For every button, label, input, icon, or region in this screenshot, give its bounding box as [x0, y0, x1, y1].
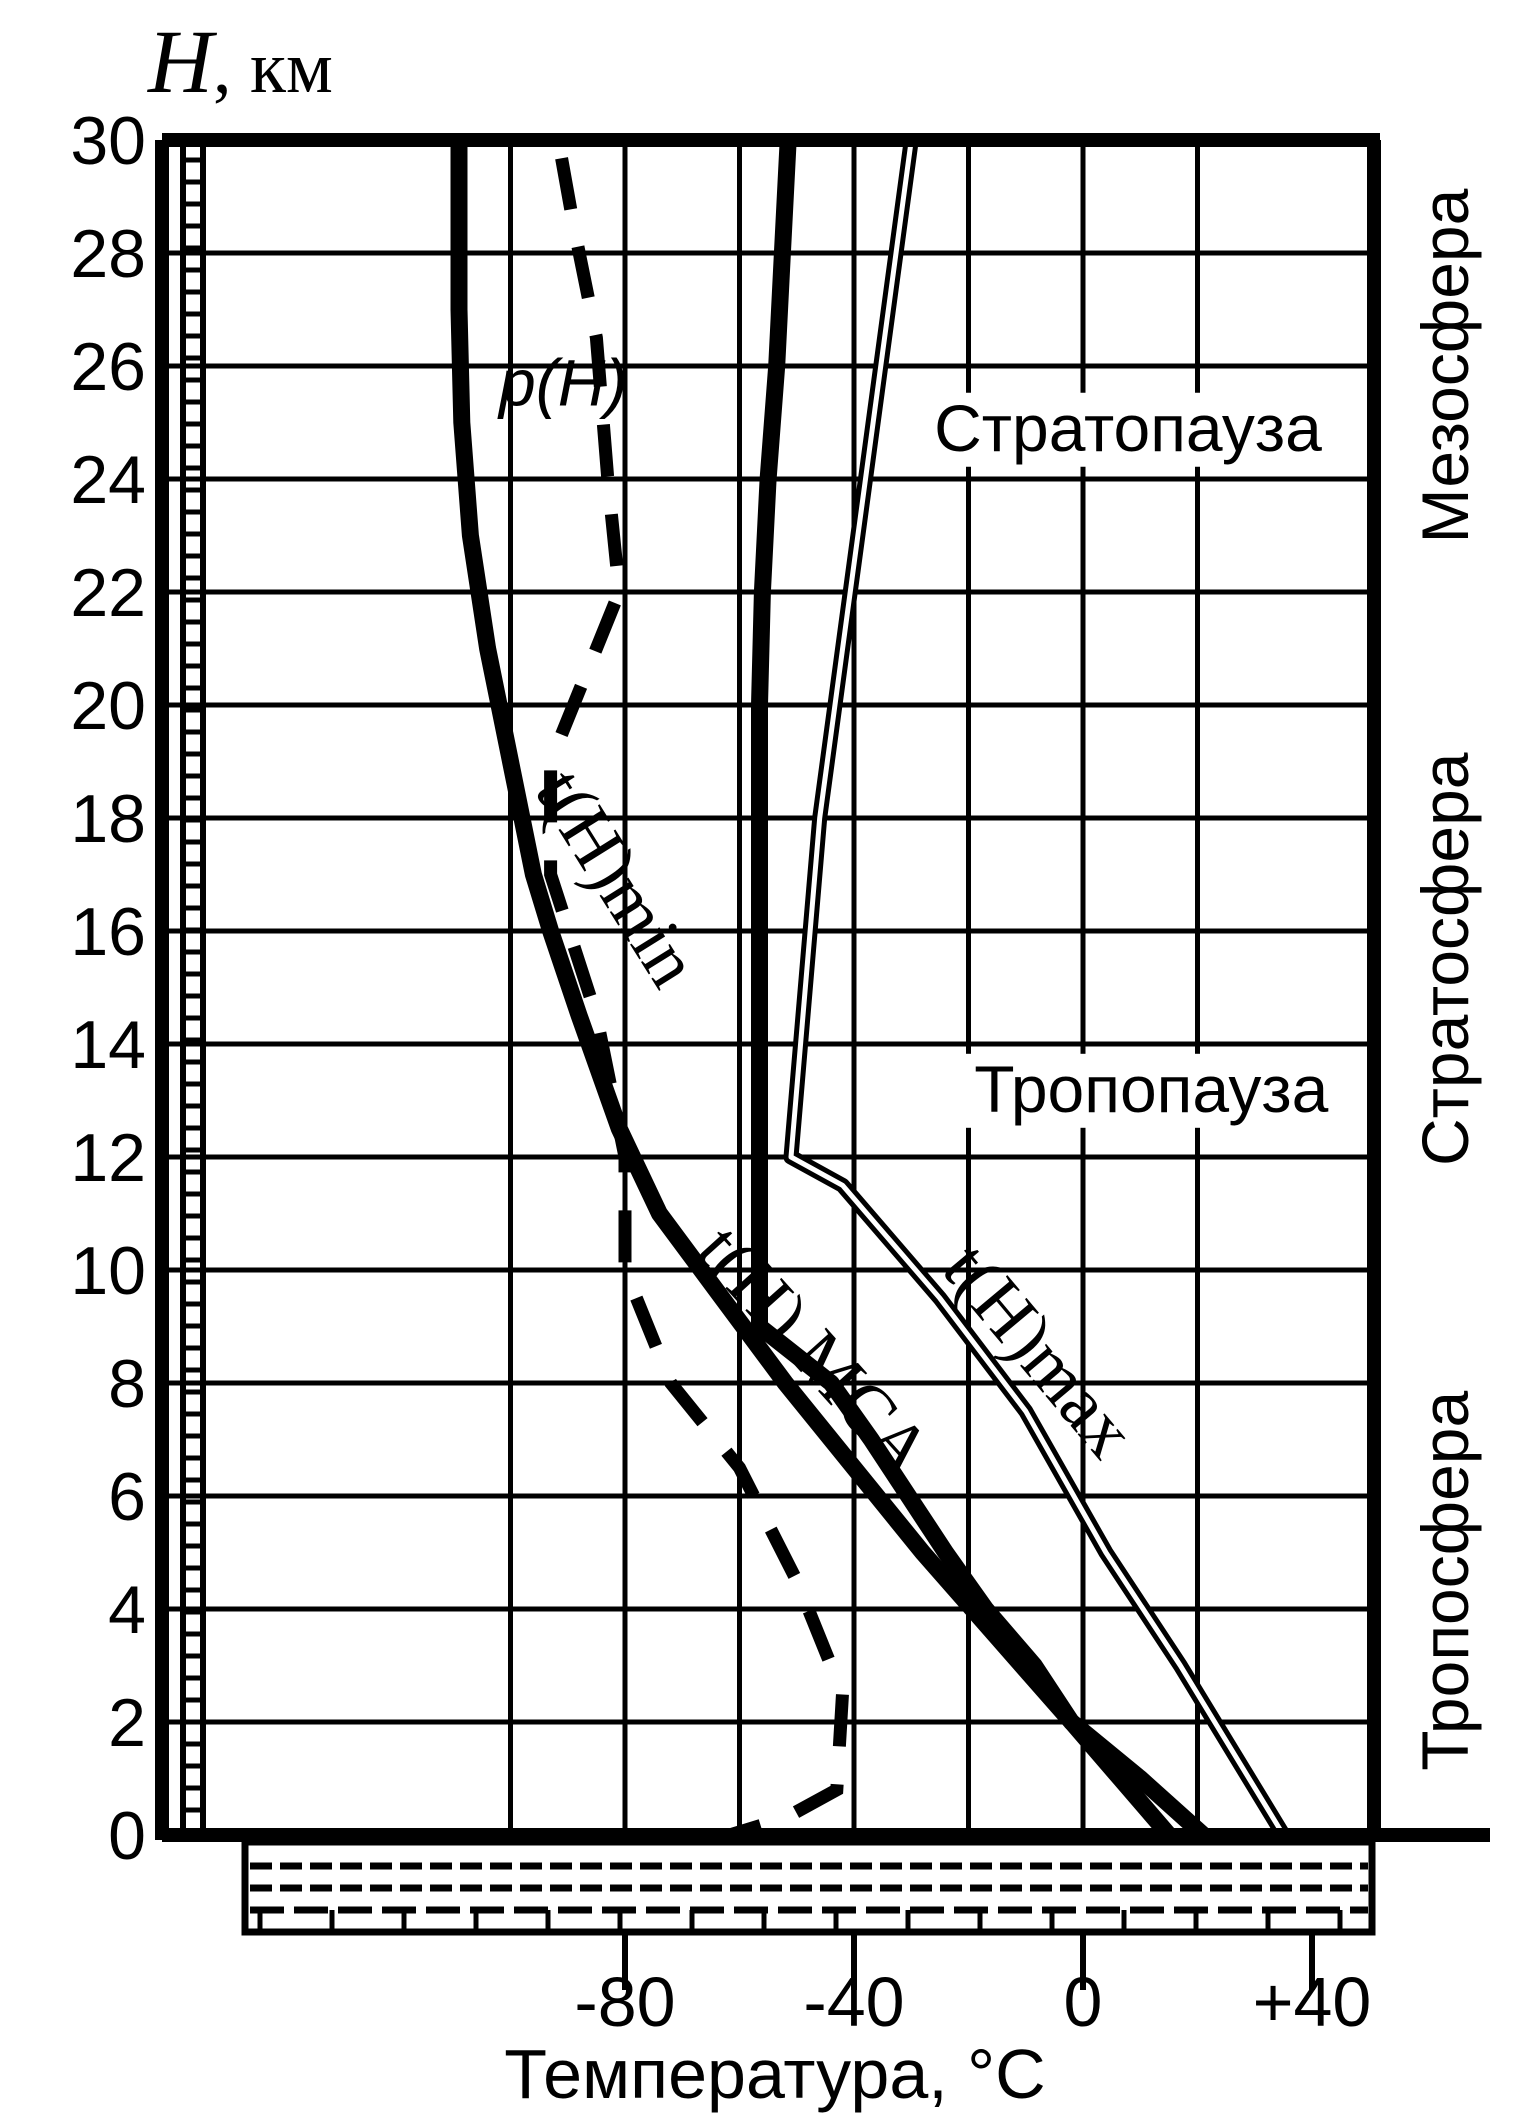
layer-label: Мезосфера — [1408, 188, 1482, 543]
ground-strip — [241, 1838, 1376, 1936]
x-tick-label: -40 — [803, 1963, 904, 2041]
y-tick-label: 30 — [70, 103, 146, 179]
series-line-t-h- — [751, 140, 1178, 1840]
layer-label: Тропосфера — [1408, 1391, 1482, 1771]
y-tick-label: 18 — [70, 781, 146, 857]
annotation-label: Стратопауза — [934, 391, 1322, 465]
y-tick-label: 22 — [70, 555, 146, 631]
series-line-inner-t-h-max — [788, 140, 1286, 1837]
layer-label: Стратосфера — [1408, 752, 1482, 1166]
x-tick-label: +40 — [1253, 1963, 1372, 2041]
y-tick-label: 14 — [70, 1007, 146, 1083]
grid-lines — [162, 140, 1374, 1835]
y-tick-label: 6 — [108, 1459, 146, 1535]
x-tick-label: -80 — [574, 1963, 675, 2041]
y-tick-label: 24 — [70, 442, 146, 518]
x-axis-title: Температура, °С — [504, 2035, 1045, 2113]
y-axis-title: H, км — [147, 13, 333, 112]
y-tick-label: 4 — [108, 1572, 146, 1648]
x-tick-labels: -80 -40 0 +40 — [574, 1932, 1371, 2041]
scale-ladder — [180, 140, 206, 1835]
series-line-p-h- — [544, 140, 850, 1840]
y-tick-label: 0 — [108, 1798, 146, 1874]
annotation-label: Тропопауза — [974, 1052, 1328, 1126]
y-tick-label: 2 — [108, 1685, 146, 1761]
annotation-bg — [924, 392, 1352, 467]
series-lines — [450, 140, 1290, 1840]
annotations: Стратопауза Тропопауза — [924, 391, 1355, 1128]
y-tick-label: 12 — [70, 1120, 146, 1196]
y-tick-label: 8 — [108, 1346, 146, 1422]
curve-label: p(H) — [497, 346, 627, 420]
y-tick-label: 20 — [70, 668, 146, 744]
layer-labels: Тропосфера Стратосфера Мезосфера — [1408, 188, 1482, 1770]
y-tick-label: 28 — [70, 216, 146, 292]
y-tick-label: 16 — [70, 894, 146, 970]
x-tick-label: 0 — [1064, 1963, 1103, 2041]
annotation-bg — [964, 1053, 1355, 1128]
plot-frame — [155, 133, 1490, 1842]
y-axis-title-rest: , км — [213, 27, 333, 109]
y-tick-label: 26 — [70, 329, 146, 405]
y-axis-title-italic: H — [147, 13, 218, 112]
y-tick-label: 10 — [70, 1233, 146, 1309]
